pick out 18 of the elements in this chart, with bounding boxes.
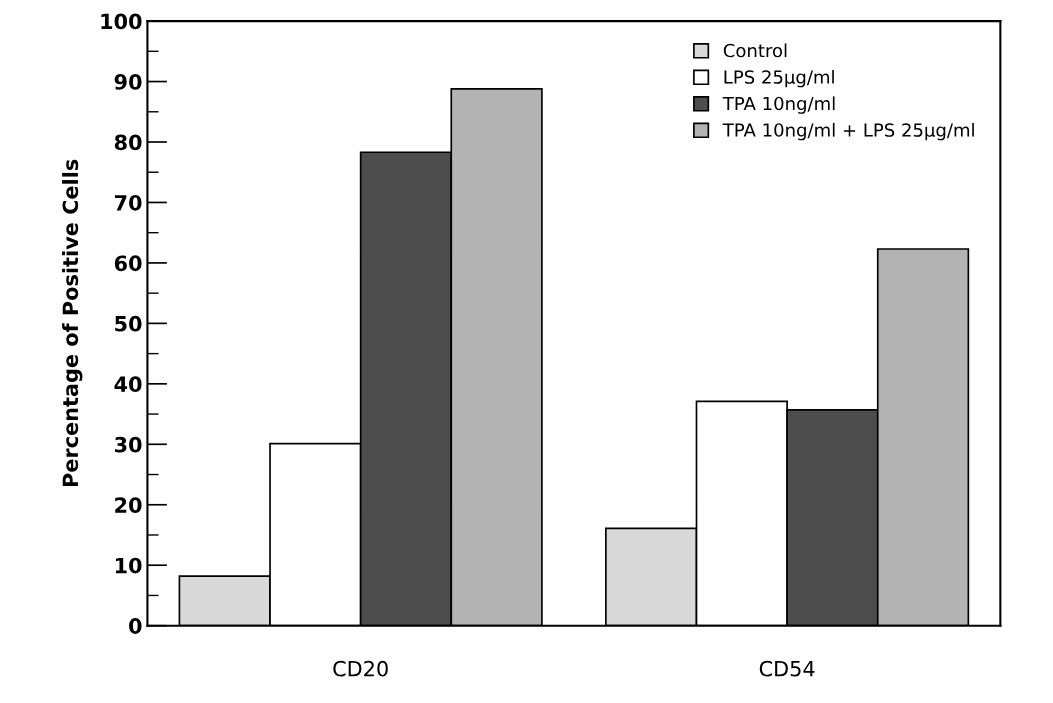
y-tick-label: 60 [114, 255, 142, 272]
y-tick-label: 50 [115, 315, 142, 332]
y-tick-label: 20 [115, 497, 142, 513]
legend-label: TPA 10ng/ml + LPS 25µg/ml [722, 122, 974, 141]
x-tick-label: CD54 [759, 660, 815, 677]
y-tick-label: 90 [114, 74, 142, 90]
y-tick-label: 100 [101, 13, 142, 30]
y-tick-label: 80 [114, 134, 142, 151]
x-tick-label: CD20 [333, 660, 388, 677]
legend-label: TPA 10ng/ml [722, 96, 835, 114]
y-tick-label: 40 [114, 376, 142, 393]
legend-label: Control [723, 43, 787, 58]
y-tick-label: 30 [114, 436, 142, 453]
legend-label: LPS 25µg/ml [724, 69, 834, 88]
y-tick-label: 0 [129, 618, 142, 634]
y-axis-title: Percentage of Positive Cells [62, 159, 83, 487]
y-tick-label: 70 [114, 194, 142, 211]
y-tick-label: 10 [115, 557, 142, 574]
